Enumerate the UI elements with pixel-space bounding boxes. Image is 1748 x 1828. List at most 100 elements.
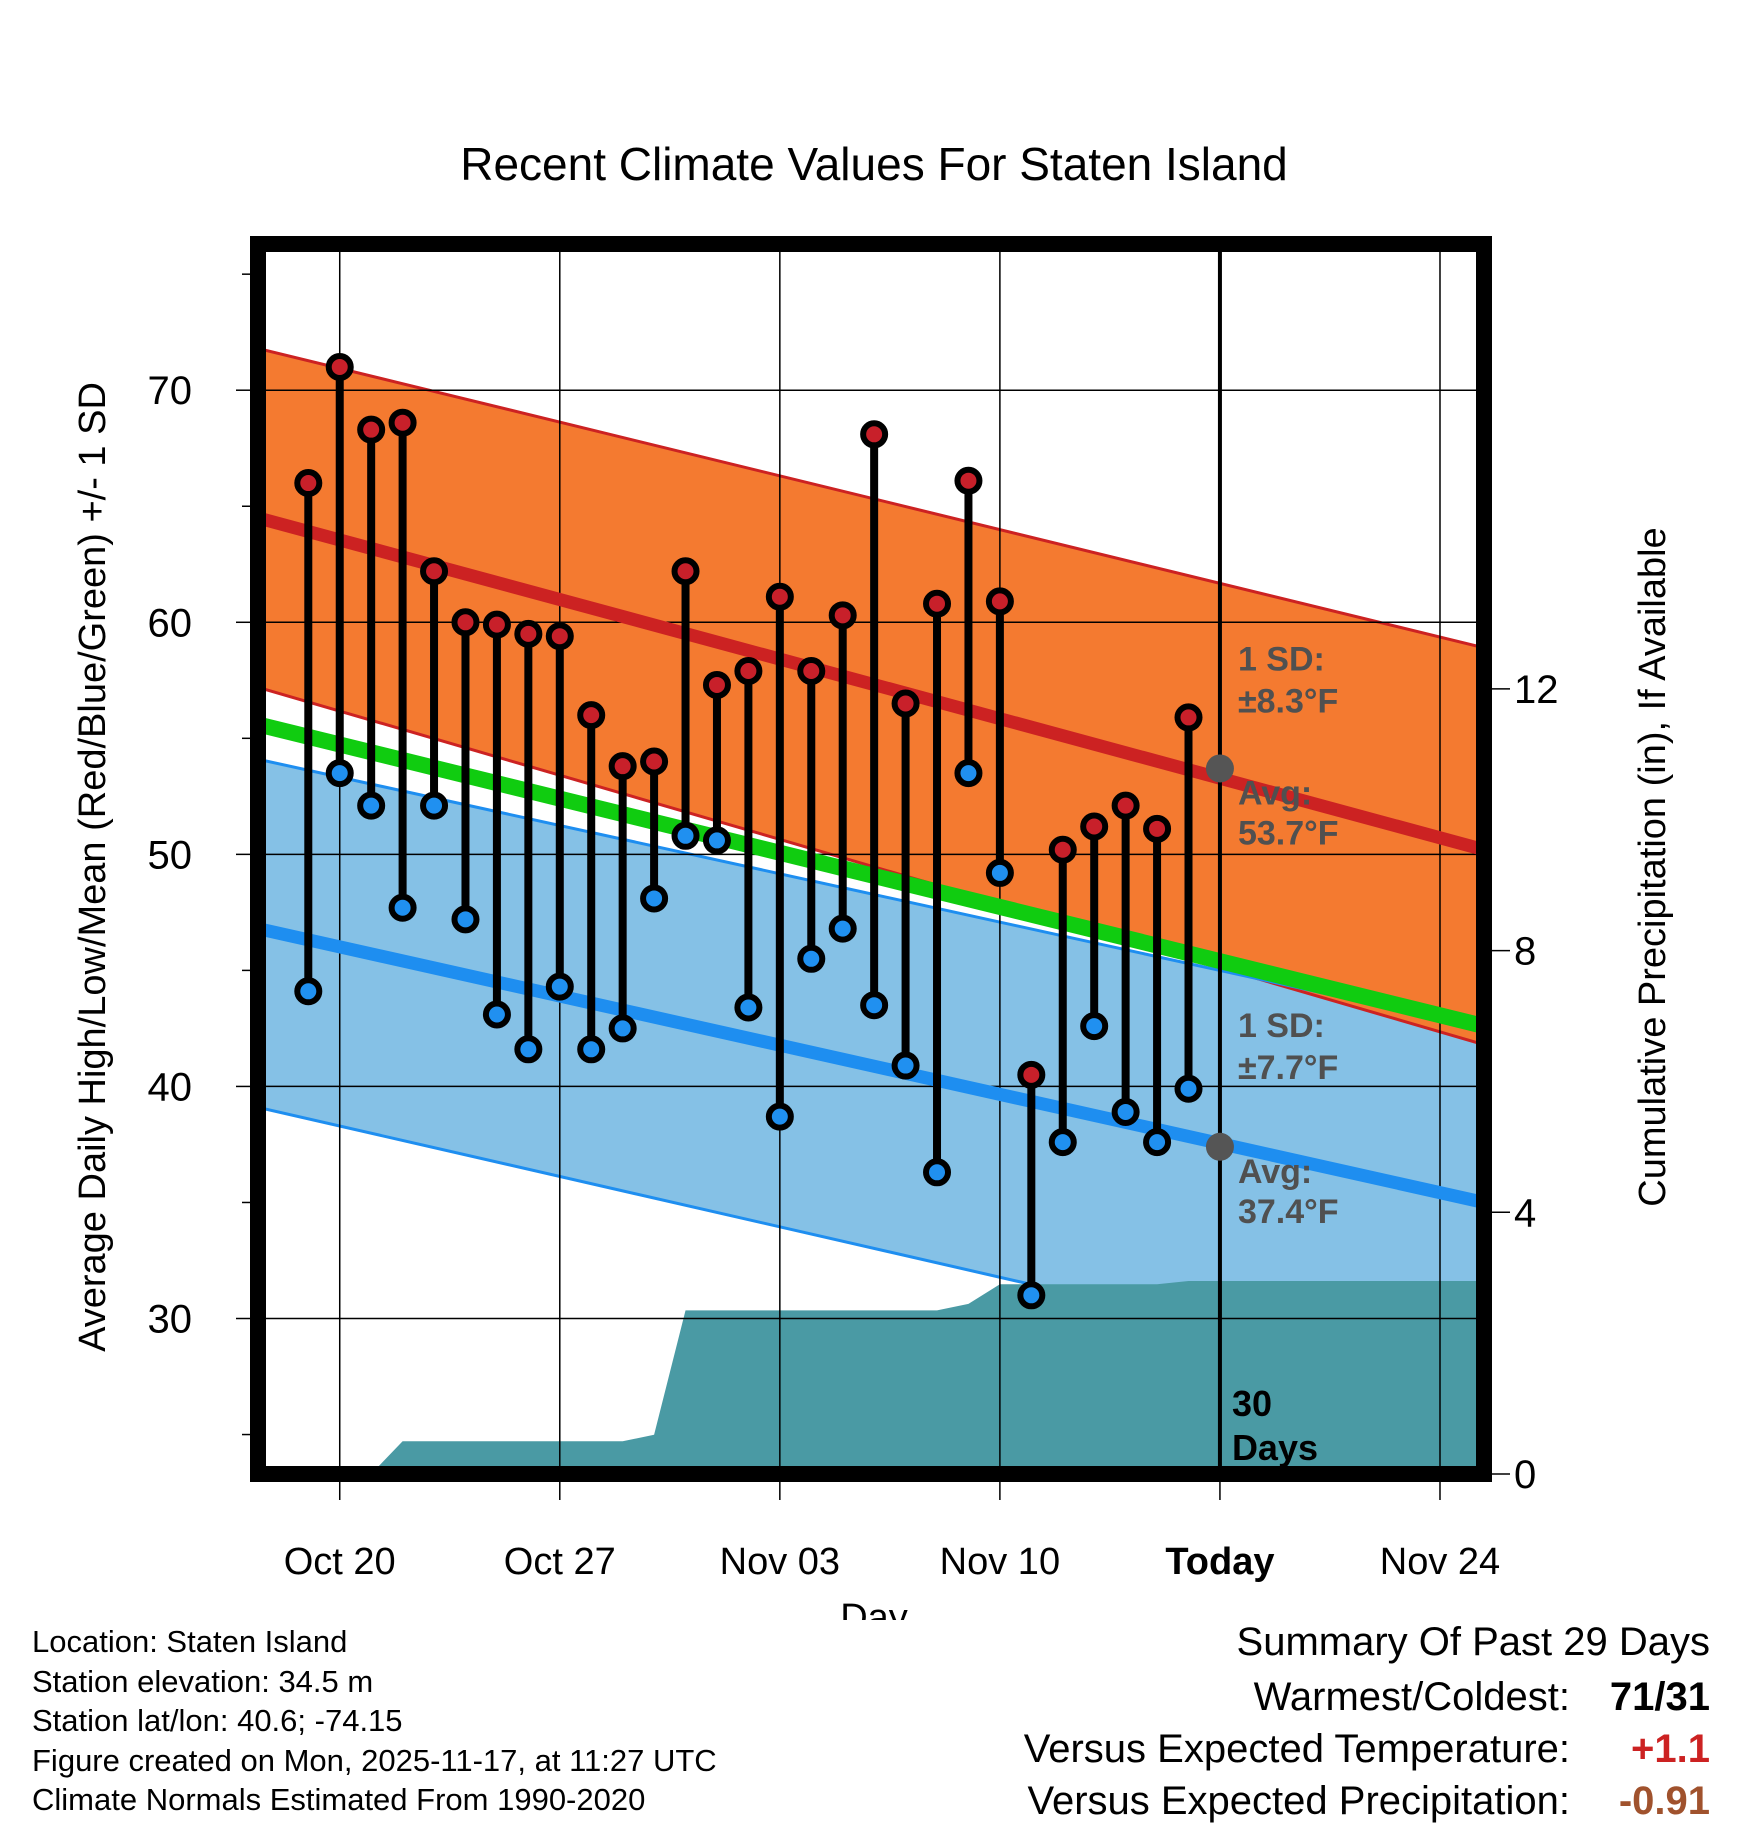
temp-departure-value: +1.1 (1631, 1727, 1710, 1771)
daily-low-point (482, 1000, 511, 1029)
daily-high-point (357, 415, 386, 444)
daily-high-point (608, 752, 637, 781)
daily-high-point (325, 353, 354, 381)
x-tick-label: Nov 10 (940, 1541, 1060, 1583)
warmest-coldest-label: Warmest/Coldest: (1253, 1675, 1570, 1719)
days-label-number: 30 (1232, 1383, 1272, 1424)
daily-low-point (420, 791, 449, 820)
daily-high-point (388, 408, 417, 437)
location-text: Location: Staten Island (32, 1624, 348, 1659)
y-tick-label: 60 (148, 601, 193, 645)
temp-departure-label: Versus Expected Temperature: (1023, 1727, 1570, 1771)
daily-high-point (923, 589, 952, 618)
daily-low-point (985, 858, 1014, 887)
low-sd-title: 1 SD: (1238, 1007, 1325, 1045)
y-tick-label: 70 (148, 369, 193, 413)
x-tick-label: Oct 27 (504, 1541, 616, 1583)
warmest-coldest-value: 71/31 (1609, 1675, 1710, 1719)
y-axis-label-left: Average Daily High/Low/Mean (Red/Blue/Gr… (72, 382, 114, 1352)
low-sd-band (258, 759, 1484, 1389)
daily-low-point (640, 884, 669, 913)
daily-high-point (1143, 814, 1172, 843)
daily-low-point (1174, 1074, 1203, 1103)
daily-high-point (702, 670, 731, 699)
daily-high-point (671, 557, 700, 586)
daily-low-point (545, 972, 574, 1001)
daily-high-point (482, 610, 511, 639)
daily-low-point (702, 826, 731, 855)
precip-departure-row: Versus Expected Precipitation: -0.91 (810, 1775, 1710, 1827)
daily-high-point (640, 747, 669, 776)
daily-low-point (1048, 1128, 1077, 1157)
daily-low-point (891, 1051, 920, 1080)
x-axis-label: Day (840, 1597, 908, 1620)
daily-low-point (1017, 1281, 1046, 1310)
latlon-text: Station lat/lon: 40.6; -74.15 (32, 1703, 403, 1738)
normals-text: Climate Normals Estimated From 1990-2020 (32, 1782, 646, 1817)
precip-area (258, 1280, 1484, 1474)
y-tick-label: 50 (148, 833, 193, 877)
precip-tick-label: 8 (1514, 930, 1536, 974)
warmest-coldest-row: Warmest/Coldest: 71/31 (810, 1671, 1710, 1723)
today-low-avg-marker (1205, 1132, 1234, 1161)
chart-title: Recent Climate Values For Staten Island (460, 138, 1288, 190)
daily-high-point (1017, 1060, 1046, 1089)
daily-low-point (1143, 1128, 1172, 1157)
precip-departure-label: Versus Expected Precipitation: (1027, 1779, 1570, 1823)
daily-high-point (954, 466, 983, 495)
daily-low-point (954, 759, 983, 788)
daily-low-point (797, 944, 826, 973)
high-sd-value: ±8.3°F (1238, 682, 1338, 720)
daily-low-point (1080, 1012, 1109, 1041)
daily-low-point (388, 893, 417, 922)
daily-low-point (828, 914, 857, 943)
temp-departure-row: Versus Expected Temperature: +1.1 (810, 1723, 1710, 1775)
precip-tick-label: 12 (1514, 668, 1559, 712)
daily-low-point (294, 977, 323, 1006)
daily-high-point (860, 420, 889, 449)
daily-low-point (923, 1158, 952, 1187)
daily-low-point (451, 905, 480, 934)
daily-high-point (828, 601, 857, 630)
daily-high-point (1080, 812, 1109, 841)
daily-high-point (1111, 791, 1140, 820)
daily-high-point (451, 608, 480, 637)
high-avg-value: 53.7°F (1238, 814, 1339, 852)
elevation-text: Station elevation: 34.5 m (32, 1663, 374, 1699)
high-sd-title: 1 SD: (1238, 640, 1325, 678)
precip-departure-value: -0.91 (1618, 1779, 1710, 1823)
low-avg-title: Avg: (1238, 1153, 1312, 1191)
daily-low-point (608, 1014, 637, 1043)
created-text: Figure created on Mon, 2025-11-17, at 11… (32, 1742, 717, 1778)
daily-high-point (797, 657, 826, 686)
daily-low-point (734, 993, 763, 1022)
x-tick-label-today: Today (1165, 1541, 1274, 1583)
daily-high-point (765, 582, 794, 611)
x-tick-label: Oct 20 (284, 1541, 396, 1583)
y-axis-label-right: Cumulative Precipitation (in), If Availa… (1632, 527, 1674, 1206)
daily-low-point (577, 1035, 606, 1064)
normal-low-line (258, 922, 1484, 1209)
daily-high-point (891, 689, 920, 718)
daily-high-point (294, 469, 323, 498)
low-sd-value: ±7.7°F (1238, 1049, 1338, 1087)
daily-low-point (671, 821, 700, 850)
daily-low-point (514, 1035, 543, 1064)
daily-high-point (420, 557, 449, 586)
precip-tick-label: 0 (1514, 1453, 1536, 1497)
days-label-word: Days (1232, 1427, 1318, 1468)
climate-chart: Recent Climate Values For Staten Island … (72, 138, 1674, 1620)
station-info: Location: Staten Island Station elevatio… (32, 1622, 717, 1820)
precip-tick-label: 4 (1514, 1191, 1536, 1235)
summary-title: Summary Of Past 29 Days (1236, 1620, 1710, 1664)
daily-low-point (860, 991, 889, 1020)
daily-low-point (325, 759, 354, 788)
x-tick-label: Nov 03 (720, 1541, 840, 1583)
y-tick-label: 30 (148, 1298, 193, 1342)
high-avg-title: Avg: (1238, 774, 1312, 812)
today-high-avg-marker (1205, 754, 1234, 783)
daily-high-point (545, 622, 574, 651)
daily-high-point (1048, 835, 1077, 864)
